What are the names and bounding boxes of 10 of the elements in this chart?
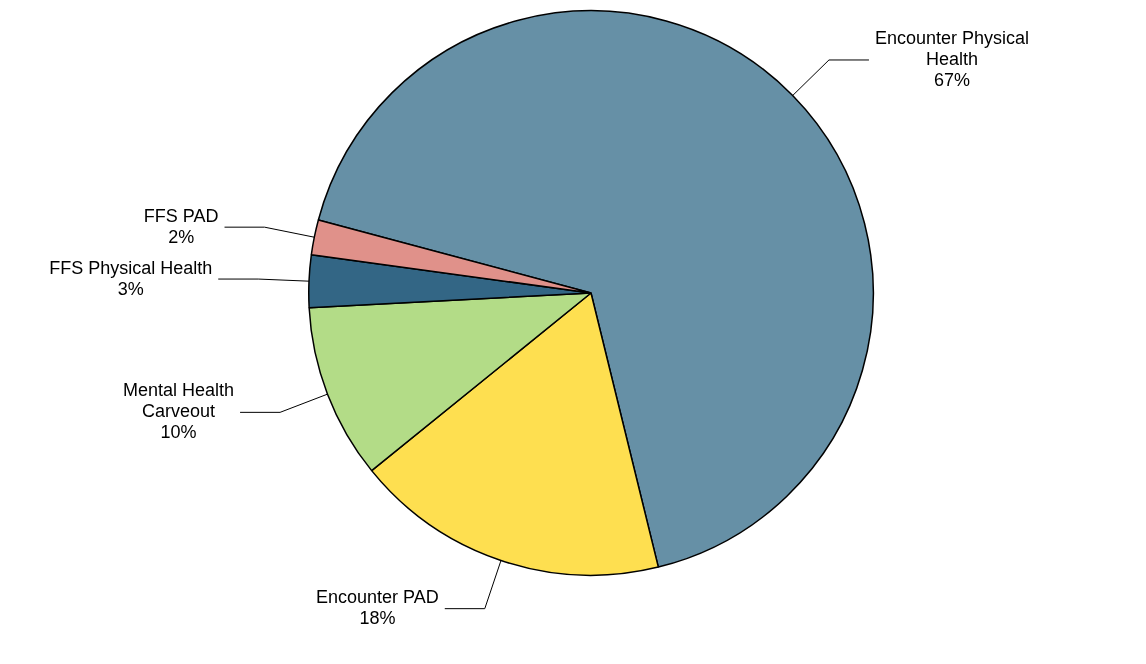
data-label: 18% — [359, 608, 396, 629]
data-label: 67% — [933, 69, 971, 90]
slice-label: FFS Physical Health — [49, 257, 213, 278]
slice-label: Encounter PAD — [316, 587, 439, 608]
data-label: 10% — [160, 422, 197, 443]
data-label: 2% — [168, 226, 195, 247]
data-label: 3% — [117, 278, 144, 299]
slice-label: Mental Health Carveout — [123, 380, 235, 422]
slice-label: Encounter Physical Health — [874, 27, 1030, 69]
slice-label: FFS PAD — [143, 205, 219, 226]
